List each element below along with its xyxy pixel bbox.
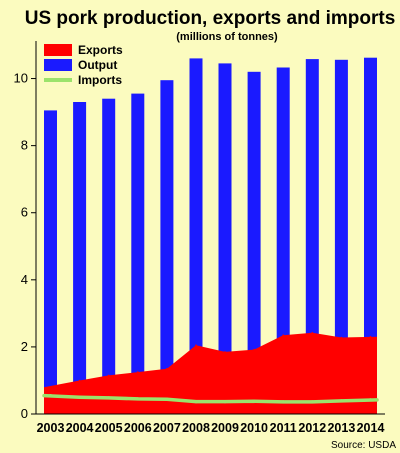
y-tick-label-4: 4 xyxy=(21,272,28,287)
imports-point-2009 xyxy=(223,400,226,403)
x-tick-label-2006: 2006 xyxy=(124,421,152,435)
imports-point-2012 xyxy=(311,400,314,403)
imports-point-2007 xyxy=(165,398,168,401)
y-tick-label-8: 8 xyxy=(21,138,28,153)
imports-point-2004 xyxy=(78,396,81,399)
output-bar-2005 xyxy=(102,99,115,414)
imports-point-2006 xyxy=(136,397,139,400)
y-tick-label-6: 6 xyxy=(21,205,28,220)
source-note: Source: USDA xyxy=(331,440,396,451)
legend-label-output: Output xyxy=(78,58,117,72)
imports-point-2003 xyxy=(49,394,52,397)
exports-point-2005 xyxy=(108,375,110,377)
legend-swatch-exports xyxy=(44,44,72,56)
x-tick-label-2004: 2004 xyxy=(66,421,94,435)
exports-point-2014 xyxy=(370,336,372,338)
y-tick-label-0: 0 xyxy=(21,406,28,421)
y-tick-label-10: 10 xyxy=(14,71,28,86)
imports-point-2008 xyxy=(194,400,197,403)
x-tick-label-2009: 2009 xyxy=(211,421,239,435)
legend-label-imports: Imports xyxy=(78,73,122,87)
exports-point-2009 xyxy=(224,351,226,353)
x-tick-label-2008: 2008 xyxy=(182,421,210,435)
chart-subtitle: (millions of tonnes) xyxy=(176,31,278,43)
output-bar-2006 xyxy=(131,94,144,414)
x-tick-label-2007: 2007 xyxy=(153,421,181,435)
exports-point-2010 xyxy=(253,349,255,351)
x-tick-label-2014: 2014 xyxy=(357,421,385,435)
output-bar-2007 xyxy=(160,80,173,414)
x-tick-label-2010: 2010 xyxy=(240,421,268,435)
x-tick-label-2005: 2005 xyxy=(95,421,123,435)
exports-point-2007 xyxy=(166,368,168,370)
imports-point-2011 xyxy=(282,400,285,403)
exports-point-2003 xyxy=(50,386,52,388)
output-bar-2003 xyxy=(44,110,57,414)
exports-point-2006 xyxy=(137,371,139,373)
legend-swatch-imports xyxy=(44,78,72,82)
exports-point-2004 xyxy=(79,380,81,382)
chart-title: US pork production, exports and imports xyxy=(25,8,396,29)
output-bar-2004 xyxy=(73,102,86,414)
exports-point-2013 xyxy=(341,337,343,339)
y-tick-label-2: 2 xyxy=(21,339,28,354)
imports-point-2014 xyxy=(369,398,372,401)
exports-point-2011 xyxy=(282,334,284,336)
exports-point-2012 xyxy=(312,332,314,334)
legend-label-exports: Exports xyxy=(78,43,123,57)
x-tick-label-2013: 2013 xyxy=(327,421,355,435)
imports-point-2005 xyxy=(107,396,110,399)
exports-point-2008 xyxy=(195,344,197,346)
x-tick-label-2003: 2003 xyxy=(37,421,65,435)
imports-point-2010 xyxy=(253,400,256,403)
imports-point-2013 xyxy=(340,399,343,402)
x-tick-label-2012: 2012 xyxy=(298,421,326,435)
x-tick-label-2011: 2011 xyxy=(270,421,297,435)
legend-swatch-output xyxy=(44,59,72,71)
